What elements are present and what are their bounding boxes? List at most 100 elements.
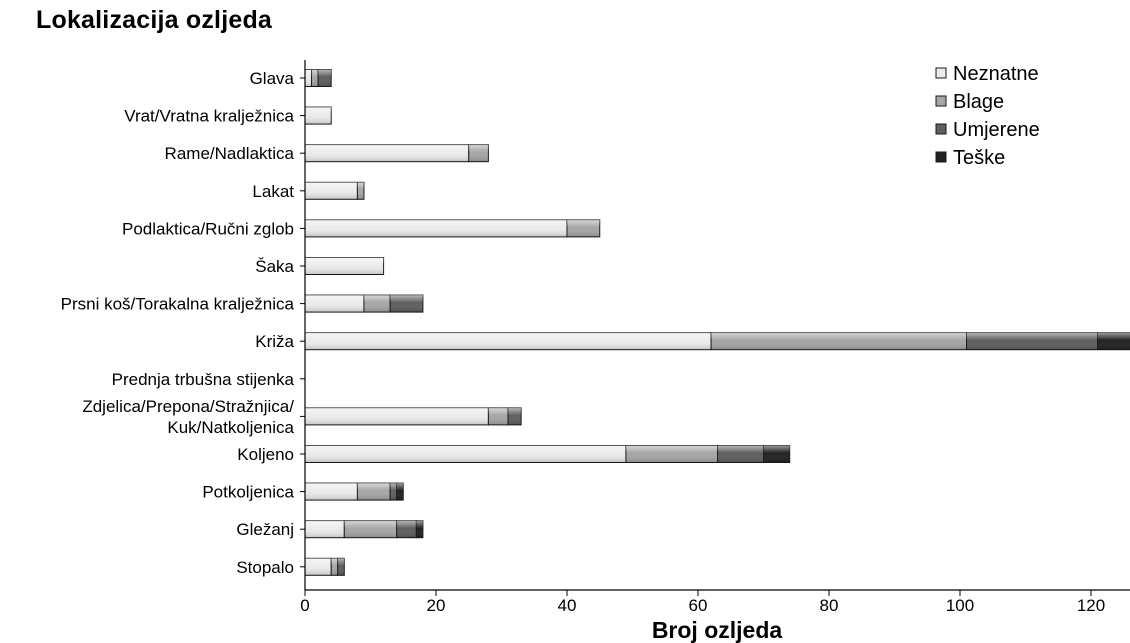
legend-label: Teške <box>953 147 1005 169</box>
category-label: Koljeno <box>237 445 294 464</box>
bar-shade <box>567 219 600 237</box>
category-label: Potkoljenica <box>202 483 294 502</box>
legend-swatch <box>935 151 947 163</box>
x-tick-label: 120 <box>1077 596 1105 615</box>
bar-segment <box>304 181 358 200</box>
category-label: Kuk/Natkoljenica <box>167 418 294 437</box>
bar-shade <box>357 483 391 501</box>
bar-shade <box>305 257 384 275</box>
bar-segment <box>311 69 319 87</box>
bar-shade <box>508 407 522 425</box>
bar-shade <box>396 520 417 538</box>
bar-segment <box>330 557 339 576</box>
legend-swatch <box>935 123 947 135</box>
x-tick-label: 20 <box>427 596 446 615</box>
bar-segment <box>710 332 968 351</box>
bar-segment <box>356 482 391 501</box>
category-label: Križa <box>255 332 294 351</box>
legend-label: Blage <box>953 91 1004 113</box>
category-label: Glava <box>250 69 295 88</box>
category-label: Prednja trbušna stijenka <box>112 370 295 389</box>
legend-swatch <box>935 95 947 107</box>
x-tick-label: 80 <box>820 596 839 615</box>
bar-shade <box>305 219 567 237</box>
bar-shade <box>305 69 312 87</box>
bar-shade <box>305 332 712 350</box>
legend-item: Blage <box>935 91 1004 113</box>
bar-shade <box>305 182 358 200</box>
bar-shade <box>717 445 764 463</box>
bar-segment <box>507 407 522 426</box>
bar-shade <box>468 144 489 162</box>
bar-shade <box>305 295 364 313</box>
legend: Neznatne Blage Umjerene Teške <box>935 63 1040 169</box>
bar-shade <box>344 520 397 538</box>
bar-segment <box>396 482 404 501</box>
legend-item: Umjerene <box>935 119 1040 141</box>
bar-segment <box>625 445 719 463</box>
category-label: Rame/Nadlaktica <box>165 144 295 163</box>
bar-segment <box>304 332 712 351</box>
bar-segment <box>389 482 398 501</box>
bar-segment <box>763 445 791 463</box>
bar-shade <box>357 182 364 200</box>
legend-swatch <box>935 67 947 79</box>
bar-shade <box>763 445 790 463</box>
x-tick-label: 0 <box>300 596 309 615</box>
bar-segment <box>487 407 509 426</box>
bar-segment <box>389 294 424 313</box>
bar-segment <box>717 445 765 463</box>
category-label: Lakat <box>252 182 294 201</box>
category-label: Stopalo <box>236 558 294 577</box>
category-label: Šaka <box>255 257 294 276</box>
bar-shade <box>305 445 626 463</box>
bar-segment <box>396 520 417 539</box>
bar-segment <box>304 445 627 463</box>
bar-shade <box>305 520 345 538</box>
bar-shade <box>331 558 338 576</box>
bar-shade <box>305 107 332 125</box>
bars-layer <box>304 69 1130 576</box>
bar-shade <box>363 295 391 313</box>
bar-shade <box>305 144 469 162</box>
bar-segment <box>356 181 365 200</box>
bar-shade <box>396 483 404 501</box>
bar-segment <box>337 557 345 576</box>
x-tick-label: 60 <box>689 596 708 615</box>
bar-shade <box>337 558 345 576</box>
bar-segment <box>304 69 313 87</box>
bar-shade <box>390 483 397 501</box>
legend-item: Neznatne <box>935 63 1039 85</box>
bar-shade <box>390 295 423 313</box>
category-label: Vrat/Vratna kralježnica <box>124 107 294 126</box>
legend-label: Neznatne <box>953 63 1039 85</box>
bar-shade <box>966 332 1098 350</box>
bar-shade <box>305 407 489 425</box>
bar-segment <box>566 219 601 238</box>
bar-segment <box>363 294 391 313</box>
bar-shade <box>305 558 332 576</box>
bar-segment <box>966 332 1099 351</box>
category-label: Podlaktica/Ručni zglob <box>122 219 294 238</box>
bar-segment <box>415 520 424 539</box>
category-label: Zdjelica/Prepona/Stražnjica/ <box>82 397 294 416</box>
bar-shade <box>711 332 967 350</box>
bar-segment <box>343 520 398 539</box>
bar-shade <box>318 69 332 87</box>
bar-shade <box>1097 332 1130 350</box>
axes-layer <box>300 60 1130 596</box>
labels-layer: Glava Vrat/Vratna kralježnica Rame/Nadlakt… <box>61 69 1106 643</box>
bar-shade <box>305 483 358 501</box>
bar-segment <box>304 557 332 576</box>
bar-segment <box>304 257 385 275</box>
legend-label: Umjerene <box>953 119 1040 141</box>
bar-segment <box>1097 332 1130 351</box>
bar-segment <box>304 106 332 125</box>
bar-shade <box>625 445 718 463</box>
bar-shade <box>488 407 509 425</box>
bar-segment <box>304 294 365 313</box>
bar-segment <box>468 144 489 163</box>
bar-shade <box>416 520 423 538</box>
